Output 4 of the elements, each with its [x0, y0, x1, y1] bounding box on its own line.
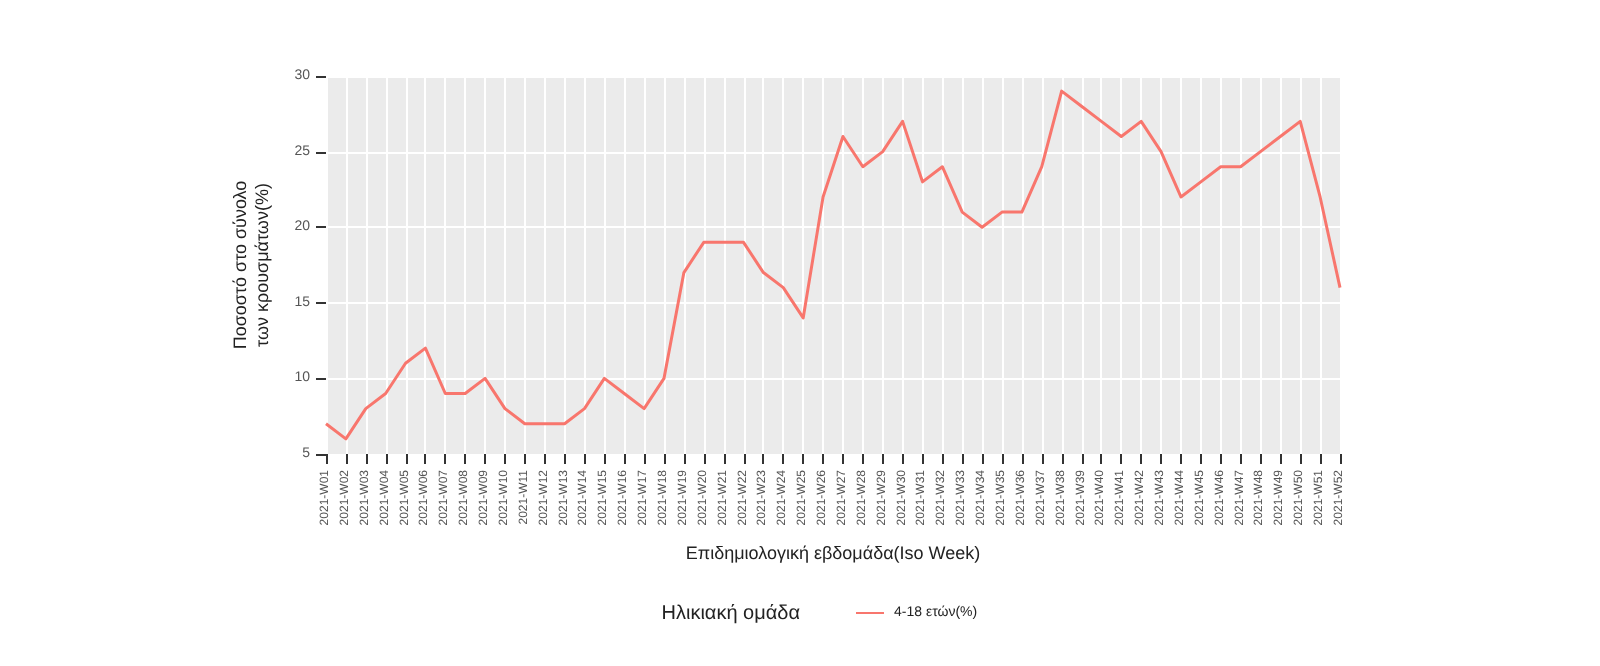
legend-title: Ηλικιακή ομάδα [661, 603, 801, 625]
line-series [324, 89, 1342, 441]
y-axis-title: Ποσοστό στο σύνολο των κρουσμάτων(%) [229, 180, 272, 350]
x-axis-title: Επιδημιολογική εβδομάδα(Iso Week) [685, 543, 981, 563]
